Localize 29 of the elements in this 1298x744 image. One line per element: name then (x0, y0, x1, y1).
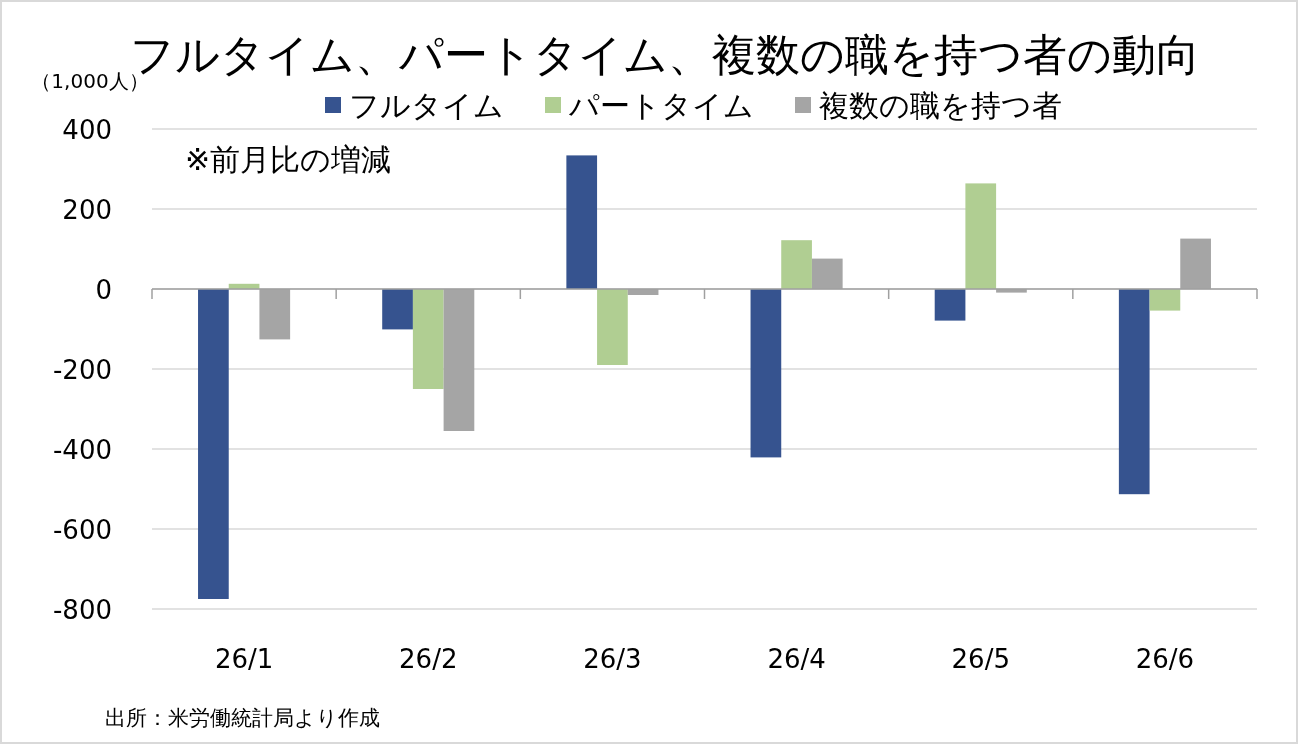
x-tick-label: 26/3 (583, 644, 642, 674)
y-tick-label: -200 (52, 355, 112, 385)
x-tick-label: 26/5 (951, 644, 1010, 674)
y-tick-label: -800 (52, 595, 112, 625)
annotation: ※前月比の増減 (185, 142, 392, 177)
bar (597, 289, 628, 365)
bar (965, 183, 997, 289)
legend-label: 複数の職を持つ者 (819, 88, 1062, 123)
bar (566, 155, 598, 289)
bar (412, 289, 444, 389)
bar (934, 289, 966, 321)
x-tick-label: 26/6 (1135, 644, 1195, 674)
legend-label: パートタイム (568, 88, 754, 123)
bar (382, 289, 413, 330)
x-tick-label: 26/4 (767, 644, 826, 674)
y-tick-label: -400 (52, 435, 112, 465)
bar (1118, 289, 1150, 495)
bar (781, 240, 812, 289)
text: 出所：米労働統計局より作成 (105, 706, 380, 730)
y-tick-label: -600 (52, 515, 112, 545)
bar (198, 289, 229, 599)
y-tick-label: 0 (95, 275, 112, 305)
y-tick-label: 400 (62, 115, 112, 145)
y-tick-label: 200 (62, 195, 112, 225)
x-tick-label: 26/1 (214, 644, 274, 674)
x-tick-label: 26/2 (399, 644, 458, 674)
bar (1149, 289, 1181, 311)
legend-label: フルタイム (349, 88, 504, 123)
bar (750, 289, 782, 458)
